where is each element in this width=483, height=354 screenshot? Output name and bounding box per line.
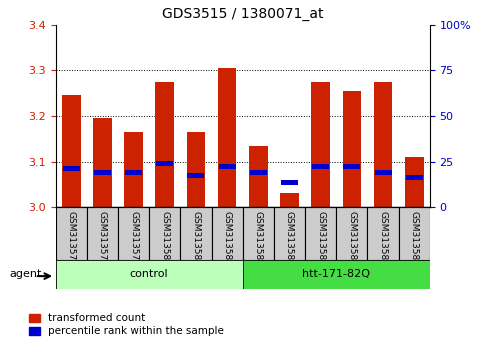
Bar [250,170,267,176]
Bar [374,82,392,207]
Bar [312,82,330,207]
Bar [398,207,430,260]
Bar [274,207,305,260]
Bar [125,170,142,176]
Bar [375,170,392,176]
Text: GSM313582: GSM313582 [223,211,232,266]
Bar [93,118,112,207]
Bar [280,193,299,207]
Bar [87,207,118,260]
Bar [406,175,423,180]
Text: GSM313577: GSM313577 [67,211,76,266]
Bar [218,68,237,207]
Bar [156,161,173,166]
Bar [368,207,398,260]
Bar [242,207,274,260]
Bar [336,207,368,260]
Text: GSM313585: GSM313585 [316,211,325,266]
Bar [212,207,242,260]
Text: GSM313579: GSM313579 [129,211,138,266]
Title: GDS3515 / 1380071_at: GDS3515 / 1380071_at [162,7,324,21]
Legend: transformed count, percentile rank within the sample: transformed count, percentile rank withi… [29,313,224,336]
Text: GSM313586: GSM313586 [347,211,356,266]
Text: GSM313587: GSM313587 [379,211,387,266]
Bar [63,166,80,171]
Text: htt-171-82Q: htt-171-82Q [302,269,370,279]
Text: GSM313588: GSM313588 [410,211,419,266]
Text: GSM313578: GSM313578 [98,211,107,266]
Bar [305,207,336,260]
Bar [118,207,149,260]
Bar [56,260,242,289]
Bar [94,170,111,176]
Bar [405,157,424,207]
Bar [124,132,143,207]
Bar [149,207,180,260]
Bar [219,164,236,169]
Bar [187,173,204,178]
Bar [186,132,205,207]
Text: agent: agent [10,269,42,279]
Text: GSM313580: GSM313580 [160,211,169,266]
Bar [62,96,81,207]
Text: GSM313581: GSM313581 [191,211,200,266]
Bar [281,179,298,184]
Text: GSM313584: GSM313584 [285,211,294,266]
Bar [343,164,360,169]
Bar [180,207,212,260]
Text: GSM313583: GSM313583 [254,211,263,266]
Bar [342,91,361,207]
Text: control: control [130,269,169,279]
Bar [249,145,268,207]
Bar [156,82,174,207]
Bar [313,164,329,169]
Bar [242,260,430,289]
Bar [56,207,87,260]
